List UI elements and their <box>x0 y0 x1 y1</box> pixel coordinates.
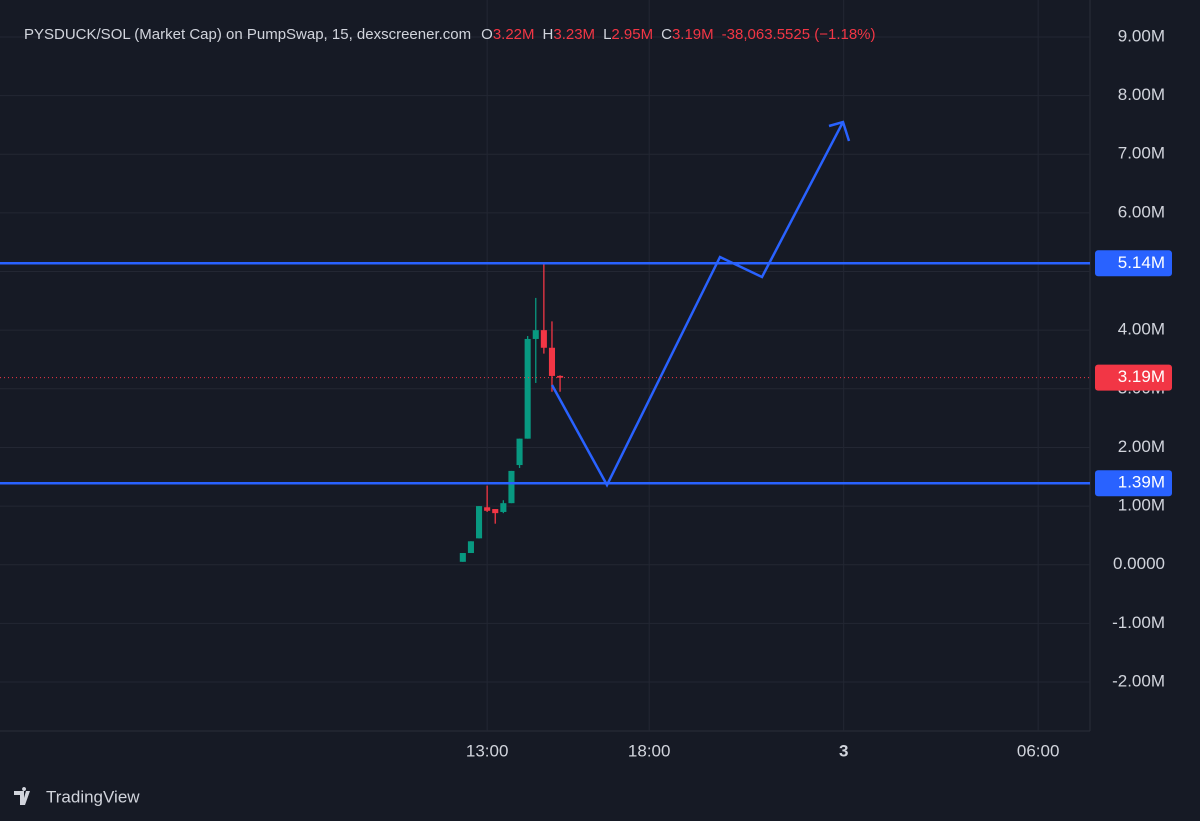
candle-body <box>532 330 539 339</box>
y-tick-label: 6.00M <box>1118 202 1165 221</box>
candle-body <box>557 375 564 378</box>
y-tick-label: 4.00M <box>1118 320 1165 339</box>
brand-text: TradingView <box>46 787 140 806</box>
x-tick-label: 06:00 <box>1017 741 1060 760</box>
ohlc-value: 3.22M <box>493 26 535 43</box>
legend-header: PYSDUCK/SOL (Market Cap) on PumpSwap, 15… <box>24 26 876 43</box>
candle-body <box>484 507 491 511</box>
level-label: 1.39M <box>1118 473 1165 492</box>
candle-body <box>548 347 556 376</box>
candle-body <box>540 330 547 348</box>
y-tick-label: 8.00M <box>1118 85 1165 104</box>
y-tick-label: -1.00M <box>1112 613 1165 632</box>
last-price-label: 3.19M <box>1118 367 1165 386</box>
brand: TradingView <box>14 787 140 806</box>
x-tick-label: 3 <box>839 741 848 760</box>
x-tick-label: 13:00 <box>466 741 509 760</box>
candle-body <box>500 503 507 512</box>
brand-logo <box>14 787 30 805</box>
candle-body <box>508 470 515 504</box>
ohlc-value: 3.23M <box>553 26 595 43</box>
candle-body <box>492 509 499 514</box>
y-tick-label: 0.0000 <box>1113 554 1165 573</box>
grid: -2.00M-1.00M0.00001.00M2.00M3.00M4.00M5.… <box>0 0 1165 760</box>
y-tick-label: 2.00M <box>1118 437 1165 456</box>
x-tick-label: 18:00 <box>628 741 671 760</box>
change: -38,063.5525 (−1.18%) <box>722 26 876 43</box>
y-tick-label: 1.00M <box>1118 496 1165 515</box>
last-price-box <box>1095 364 1172 391</box>
marks <box>459 263 564 562</box>
ohlc-value: 2.95M <box>611 26 653 43</box>
y-tick-label: -2.00M <box>1112 672 1165 691</box>
ohlc-key: H <box>543 26 554 43</box>
y-tick-label: 7.00M <box>1118 144 1165 163</box>
ohlc-key: C <box>661 26 672 43</box>
ohlc-key: L <box>603 26 611 43</box>
title: PYSDUCK/SOL (Market Cap) on PumpSwap, 15… <box>24 26 471 43</box>
drawn-arrow <box>550 120 851 488</box>
candle-body <box>524 338 531 439</box>
level-label: 5.14M <box>1118 253 1165 272</box>
candle-body <box>516 438 523 466</box>
candle-body <box>476 506 483 539</box>
candle-body <box>467 541 474 554</box>
level-box <box>1095 250 1172 277</box>
level-box <box>1095 470 1172 497</box>
y-tick-label: 9.00M <box>1118 26 1165 45</box>
candle-body <box>459 553 466 562</box>
ohlc-key: O <box>481 26 493 43</box>
overlay: 3.19M 5.14M 1.39M <box>0 250 1172 497</box>
ohlc-value: 3.19M <box>672 26 714 43</box>
